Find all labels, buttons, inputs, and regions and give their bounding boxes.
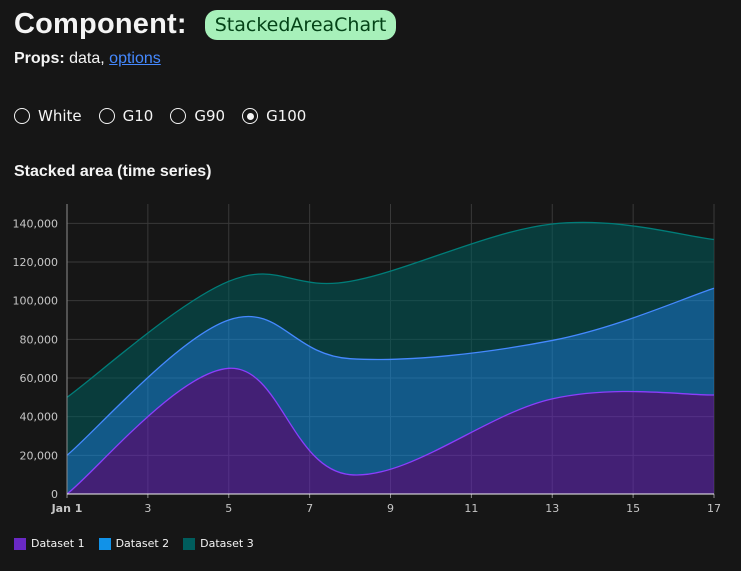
legend-item-dataset-3[interactable]: Dataset 3 (183, 537, 254, 550)
x-tick-label: 5 (225, 502, 232, 515)
theme-radio-white[interactable]: White (14, 107, 82, 125)
theme-radio-g90[interactable]: G90 (170, 107, 225, 125)
legend-label: Dataset 2 (115, 537, 170, 550)
legend-swatch (183, 537, 196, 550)
options-link[interactable]: options (109, 50, 161, 67)
x-tick-label: 15 (626, 502, 640, 515)
x-tick-label: 13 (545, 502, 559, 515)
chart-title: Stacked area (time series) (14, 163, 212, 180)
props-line: Props: data, options (14, 50, 161, 68)
theme-label-g90: G90 (194, 107, 226, 125)
radio-circle[interactable] (14, 108, 30, 124)
y-tick-label: 20,000 (20, 449, 59, 462)
radio-circle[interactable] (170, 108, 187, 124)
props-label: Props: (14, 50, 65, 67)
y-tick-label: 120,000 (13, 256, 59, 269)
theme-radio-group: White G10 G90 G100 (14, 107, 323, 125)
theme-radio-g10[interactable]: G10 (98, 107, 154, 125)
chart-legend: Dataset 1 Dataset 2 Dataset 3 (14, 537, 268, 550)
stacked-area-chart: 0 20,000 40,000 60,000 80,000 100,000 120,000 1… (13, 204, 721, 515)
radio-dot (246, 112, 254, 120)
line-dataset-1 (66, 367, 715, 495)
theme-label-g100: G100 (266, 107, 307, 125)
y-tick-label: 60,000 (20, 372, 59, 385)
radio-circle[interactable] (98, 108, 115, 124)
x-tick-label: 11 (464, 502, 478, 515)
x-tick-label: 17 (707, 502, 721, 515)
theme-label-g10: G10 (122, 107, 154, 125)
y-tick-label: 0 (51, 488, 58, 501)
x-tick-label: 7 (306, 502, 313, 515)
chart-axes: 0 20,000 40,000 60,000 80,000 100,000 120,000 1… (13, 204, 721, 515)
y-tick-label: 80,000 (20, 333, 59, 346)
legend-item-dataset-2[interactable]: Dataset 2 (98, 537, 170, 550)
component-tag: StackedAreaChart (204, 9, 397, 40)
area-dataset-3 (67, 222, 714, 456)
y-tick-label: 140,000 (13, 217, 59, 230)
props-data: data, (69, 50, 105, 67)
line-dataset-2 (66, 287, 715, 456)
legend-swatch (98, 537, 111, 550)
radio-circle-selected[interactable] (242, 108, 259, 124)
line-dataset-3 (66, 221, 715, 398)
page-header: Component: StackedAreaChart (14, 8, 397, 41)
chart-lines (66, 221, 715, 495)
x-tick-label: 9 (387, 502, 394, 515)
legend-label: Dataset 3 (200, 537, 254, 550)
legend-swatch (14, 537, 26, 550)
area-dataset-1 (67, 368, 714, 494)
theme-label-white: White (38, 107, 82, 125)
theme-radio-g100[interactable]: G100 (242, 107, 306, 125)
area-dataset-2 (67, 288, 714, 494)
legend-label: Dataset 1 (31, 537, 85, 550)
y-tick-label: 100,000 (13, 295, 59, 308)
x-tick-label: 3 (144, 502, 151, 515)
page-title: Component: (14, 8, 187, 40)
legend-item-dataset-1[interactable]: Dataset 1 (14, 537, 85, 550)
x-tick-label: Jan 1 (51, 502, 83, 515)
y-tick-label: 40,000 (20, 411, 59, 424)
chart-areas (67, 222, 714, 494)
